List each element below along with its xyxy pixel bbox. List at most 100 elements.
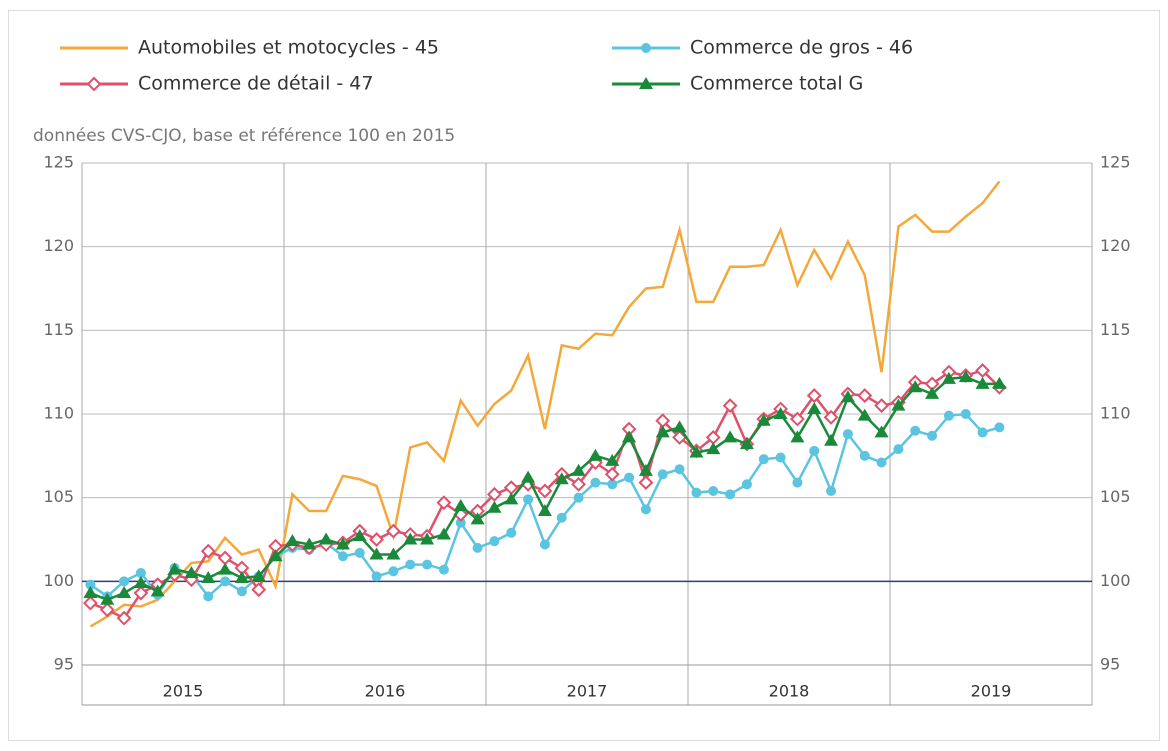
point — [605, 453, 620, 466]
subtitle: données CVS-CJO, base et référence 100 e… — [33, 126, 455, 146]
point — [691, 487, 702, 498]
y2-tick-label: 125 — [1100, 153, 1131, 172]
y2-tick-label: 100 — [1100, 571, 1131, 590]
y-tick-label: 100 — [43, 571, 74, 590]
point — [234, 570, 249, 583]
point — [455, 517, 466, 528]
point — [657, 469, 668, 480]
point — [503, 480, 519, 496]
point — [857, 408, 872, 421]
x-tick-label: 2018 — [769, 682, 810, 701]
point — [722, 398, 738, 414]
point — [975, 363, 990, 378]
y-tick-label: 110 — [43, 404, 74, 423]
point — [792, 477, 803, 488]
point — [840, 390, 855, 403]
point — [453, 499, 468, 512]
y-tick-label: 120 — [43, 236, 74, 255]
point — [943, 410, 954, 421]
point — [723, 430, 738, 443]
point — [251, 569, 266, 582]
point — [251, 582, 267, 598]
y-tick-label: 115 — [43, 320, 74, 339]
point — [487, 500, 502, 513]
point — [369, 532, 384, 547]
point — [639, 77, 653, 89]
point — [386, 523, 401, 539]
point — [773, 407, 788, 419]
point — [756, 413, 771, 426]
point — [504, 492, 519, 505]
point — [523, 494, 534, 505]
point — [116, 610, 132, 626]
point — [388, 566, 399, 577]
y2-tick-label: 115 — [1100, 320, 1131, 339]
point — [672, 420, 687, 433]
legend-label: Commerce total G — [690, 73, 863, 95]
point — [638, 475, 654, 491]
point — [823, 409, 839, 425]
point — [83, 586, 98, 599]
point — [236, 586, 247, 597]
point — [689, 445, 704, 458]
point — [758, 454, 769, 465]
point — [436, 527, 451, 540]
point — [874, 425, 889, 438]
y2-tick-label: 105 — [1100, 487, 1131, 506]
point — [809, 445, 820, 456]
point — [910, 425, 921, 436]
point — [470, 512, 485, 525]
point — [806, 388, 822, 404]
legend-label: Automobiles et motocycles - 45 — [138, 37, 439, 59]
point — [708, 485, 719, 496]
point — [775, 452, 786, 463]
point — [960, 409, 971, 419]
point — [874, 398, 889, 414]
point — [220, 576, 231, 587]
point — [790, 430, 805, 443]
point — [489, 536, 500, 547]
point — [133, 585, 149, 601]
point — [203, 591, 214, 602]
point — [573, 492, 584, 503]
x-tick-label: 2015 — [163, 682, 204, 701]
point — [133, 576, 148, 589]
point — [319, 532, 334, 545]
x-tick-label: 2017 — [567, 682, 608, 701]
point — [859, 450, 870, 461]
legend-label: Commerce de gros - 46 — [690, 37, 913, 59]
point — [487, 486, 502, 502]
point — [994, 422, 1005, 433]
y-tick-label: 105 — [43, 487, 74, 506]
point — [607, 479, 618, 490]
point — [857, 388, 873, 404]
point — [119, 576, 130, 587]
point — [167, 562, 182, 575]
point — [85, 579, 96, 590]
point — [842, 429, 853, 440]
point — [638, 463, 653, 476]
y2-tick-label: 120 — [1100, 236, 1131, 255]
y-tick-label: 125 — [43, 153, 74, 172]
point — [622, 430, 637, 443]
point — [217, 550, 233, 566]
point — [201, 570, 216, 583]
point — [117, 586, 132, 599]
point — [706, 442, 721, 455]
point — [640, 504, 651, 515]
point — [436, 495, 452, 511]
point — [925, 386, 940, 399]
point — [824, 433, 839, 446]
point — [975, 376, 990, 389]
point — [537, 483, 553, 499]
point — [354, 547, 365, 558]
point — [958, 370, 973, 383]
point — [371, 571, 382, 582]
point — [571, 476, 586, 492]
point — [604, 466, 620, 482]
point — [302, 537, 317, 550]
point — [641, 43, 651, 53]
point — [218, 562, 233, 575]
